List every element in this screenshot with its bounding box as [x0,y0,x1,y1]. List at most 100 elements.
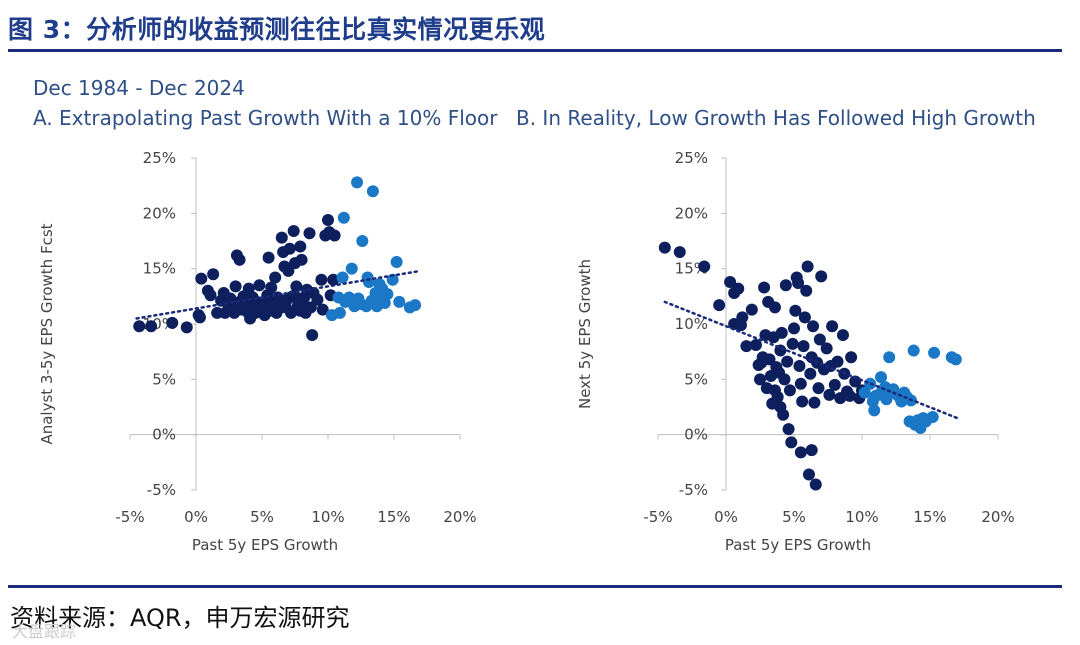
x-tick-label: 20% [443,508,476,526]
dark-point [782,423,795,436]
dark-point [724,275,737,288]
y-tick-label: 20% [675,204,708,222]
light-point [381,288,394,301]
dark-point [145,320,158,333]
dark-point [290,280,303,293]
light-point [390,256,403,269]
light-point [333,306,346,319]
x-tick-label: 20% [981,508,1014,526]
x-tick-label: 0% [714,508,738,526]
dark-point [800,284,813,297]
dark-point [794,446,807,459]
dark-point [845,351,858,364]
light-point [858,386,871,399]
dark-point [732,282,745,295]
dark-point [812,382,825,395]
dark-point [788,322,800,335]
dark-point [133,320,146,333]
dark-point [283,242,296,255]
dark-point [315,273,328,286]
watermark: 大盘跟踪 [12,622,77,641]
y-axis-title: Next 5y EPS Growth [576,259,594,409]
x-tick-label: 5% [250,508,274,526]
dark-point [796,395,809,408]
dark-point [808,396,821,409]
x-tick-label: 15% [377,508,410,526]
light-point [343,291,356,304]
light-point [345,262,358,275]
light-point [883,351,896,364]
x-axis-title: Past 5y EPS Growth [725,536,871,554]
x-tick-label: 0% [184,508,208,526]
dark-point [166,316,179,329]
dark-point [828,378,841,391]
y-tick-label: -5% [147,481,176,499]
figure-title: 图 3：分析师的收益预测往往比真实情况更乐观 [8,15,546,44]
light-point [949,353,962,366]
dark-point [745,303,758,316]
dark-point [195,272,208,285]
x-tick-label: -5% [643,508,672,526]
dark-point [193,311,206,324]
y-tick-label: 5% [684,370,708,388]
dark-point [801,260,814,273]
dark-point [768,301,781,314]
light-point [337,211,350,224]
dark-point [303,227,316,240]
dark-point [673,246,686,259]
light-point [361,271,374,284]
dark-point [327,273,340,286]
dark-point [792,277,805,290]
dark-point [778,373,791,386]
dark-point [755,356,768,369]
dark-point [740,340,753,353]
dark-point [798,311,811,324]
dark-point [233,253,246,266]
light-point [366,185,379,198]
dark-point [805,444,818,457]
dark-point [797,340,810,353]
light-point [336,271,349,284]
y-axis-title: Analyst 3-5y EPS Growth Fcst [38,223,56,444]
dark-point [295,253,308,266]
dark-point [794,377,807,390]
dark-point [793,360,806,373]
dark-point [826,320,839,333]
dark-point [180,321,193,334]
dark-point [783,384,796,397]
dark-point [807,320,820,333]
light-point [928,346,941,359]
dark-point [809,478,822,491]
dark-point [658,241,671,254]
dark-point [262,251,275,264]
y-tick-label: 10% [675,315,708,333]
dark-point [749,339,762,352]
dark-point [322,213,334,226]
dark-point [204,289,217,302]
dark-point [736,311,749,324]
y-tick-label: 0% [152,426,176,444]
y-tick-label: 20% [143,204,176,222]
chart-panel-b: -5%0%5%10%15%20%25%-5% 0% 5% 10% 15% 20%Past … [576,149,1015,554]
dark-point [316,303,329,316]
dark-point [265,281,278,294]
dark-point [253,279,266,292]
dark-point [823,388,836,401]
light-point [875,371,888,384]
dark-point [815,270,828,283]
y-tick-label: 15% [143,260,176,278]
light-point [393,295,406,308]
top-rule [8,49,1062,52]
dark-point [758,281,771,294]
light-point [919,415,932,428]
dark-point [754,373,766,386]
y-tick-label: 5% [152,370,176,388]
dark-point [836,329,849,342]
x-tick-label: 5% [782,508,806,526]
dark-point [820,342,833,355]
x-tick-label: 10% [311,508,344,526]
x-tick-label: 10% [845,508,878,526]
dark-point [713,299,726,312]
source-note: 资料来源：AQR，申万宏源研究 [10,604,350,632]
dark-point [275,231,288,244]
